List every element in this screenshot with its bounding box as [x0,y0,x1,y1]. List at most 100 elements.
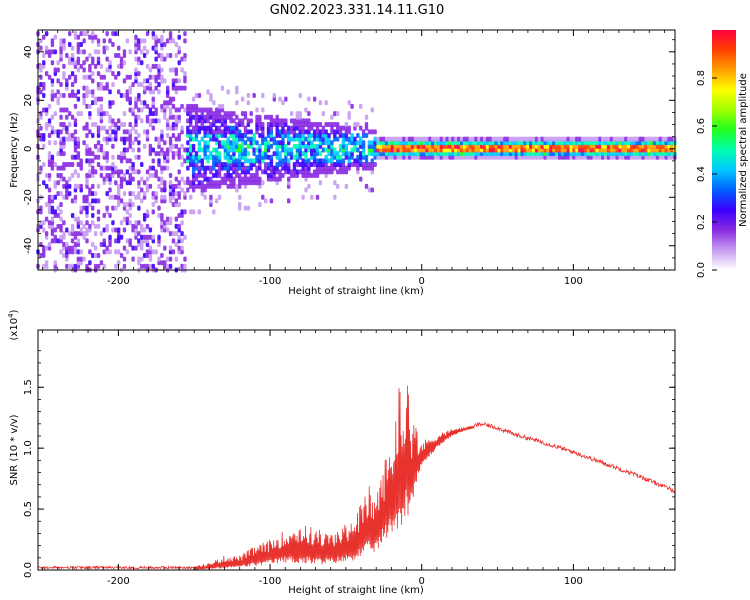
spectrogram-cell [177,78,181,84]
spectrogram-cell [67,122,72,128]
spectrogram-cell [295,111,300,117]
snr-frame [37,329,676,571]
spectrogram-cell [393,136,398,142]
spectrogram-cell [148,183,153,189]
spectrogram-cell [142,143,147,149]
spectrogram-cell [59,165,63,171]
spectrogram-cell [76,56,81,62]
spectrogram-cell [137,114,141,120]
snr-y-axis-label: SNR (10 * v/v) [9,414,20,485]
spectrogram-cell [85,74,89,80]
spectrogram-cell [47,187,52,193]
spectrogram-cell [134,194,138,200]
spectrogram-cell [140,176,144,182]
spectrogram-cell [263,136,268,142]
spectrogram-cell [39,74,43,80]
spectrogram-cell [163,165,167,171]
spectrogram-cell [330,122,334,128]
spectrogram-cell [76,67,81,73]
spectrogram-cell [261,151,265,157]
spectrogram-cell [85,172,89,178]
spectrogram-cell [142,78,147,84]
spectrogram-cell [606,136,611,142]
spectrogram-cell [252,147,256,153]
spectrogram-cell [56,60,60,66]
spectrogram-cell [171,183,176,189]
spectrogram-cell [140,82,144,88]
spectrogram-cell [102,74,106,80]
spectrogram-cell [128,172,132,178]
spectrogram-cell [102,125,106,131]
spectrogram-cell [39,45,43,51]
spectrogram-cell [70,132,75,138]
spectrogram-cell [310,132,314,138]
spectrogram-cell [125,180,130,186]
spectrogram-cell [91,100,95,106]
spectrogram-cell [474,136,478,142]
spectrogram-cell [137,231,141,237]
spectrogram-cell [134,129,138,135]
spectrogram-cell [212,209,216,215]
spectrogram-cell [220,176,225,182]
spectrogram-cell [160,252,164,258]
spectrogram-cell [70,114,75,120]
spectrogram-cell [304,107,308,113]
spectrogram-cell [157,118,161,124]
spectrogram-cell [137,238,141,244]
spectrogram-cell [151,74,155,80]
x-tick-label: -100 [259,576,282,587]
spectrogram-cell [157,212,161,218]
spectrogram-cell [191,154,196,160]
spectrogram-cell [338,154,343,160]
spectrogram-cell [266,122,271,128]
spectrogram-cell [99,63,104,69]
spectrogram-cell [177,212,181,218]
x-tick-label: -200 [107,276,130,287]
spectrogram-cell [318,122,323,128]
spectrogram-cell [160,52,164,58]
spectrogram-cell [125,38,130,44]
spectrogram-cell [111,118,115,124]
spectrogram-cell [197,180,202,186]
spectrogram-cell [165,118,170,124]
spectrogram-cell [534,136,539,142]
spectrogram-cell [99,96,104,102]
spectrogram-cell [206,89,210,95]
spectrogram-cell [163,180,167,186]
spectrogram-cell [312,122,317,128]
spectrogram-cell [180,154,184,160]
spectrogram-cell [278,118,282,124]
spectrogram-cell [42,52,46,58]
spectrogram-cell [194,183,199,189]
spectrogram-cell [122,172,127,178]
spectrogram-cell [189,129,193,135]
spectrogram-cell [238,194,242,200]
spectrogram-cell [99,82,104,88]
spectrogram-cell [240,96,245,102]
spectrogram-cell [67,176,72,182]
spectrogram-cell [361,162,366,168]
spectrogram-cell [289,136,294,142]
spectrogram-cell [111,129,115,135]
spectrogram-cell [177,245,181,251]
spectrogram-cell [102,212,106,218]
spectrogram-cell [647,136,651,142]
spectrogram-cell [42,92,46,98]
spectrogram-cell [119,176,124,182]
spectrogram-cell [361,140,366,146]
spectrogram-cell [53,129,57,135]
spectrogram-cell [292,118,297,124]
spectrogram-cell [96,82,101,88]
spectrogram-cell [243,205,248,211]
spectrogram-cell [50,194,55,200]
spectrogram-cell [263,162,268,168]
spectrogram-cell [189,103,193,109]
spectrogram-cell [131,223,135,229]
spectrogram-cell [624,136,628,142]
spectrogram-cell [165,227,170,233]
spectrogram-cell [119,92,124,98]
spectrogram-cell [105,136,109,142]
spectrogram-cell [140,38,144,44]
spectrogram-cell [56,78,60,84]
spectrogram-cell [272,151,276,157]
